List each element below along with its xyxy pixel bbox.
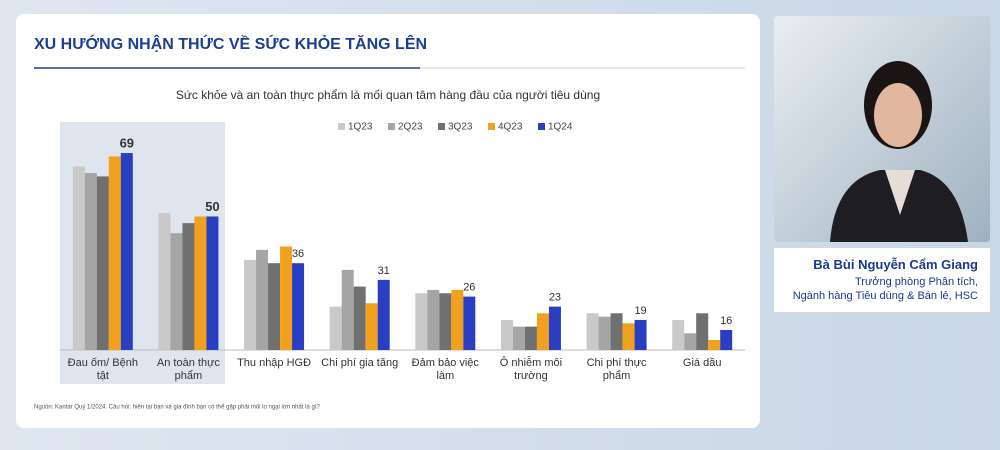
speaker-name: Bà Bùi Nguyễn Cẩm Giang: [813, 257, 978, 272]
value-label: 69: [120, 135, 134, 150]
legend-label: 4Q23: [498, 122, 523, 133]
bar: [512, 326, 525, 350]
bar: [634, 319, 647, 350]
bar: [610, 313, 623, 350]
bar: [684, 333, 697, 350]
x-tick-label: Đảm bảo việc làm: [411, 357, 479, 382]
legend-label: 2Q23: [398, 122, 423, 133]
bar: [353, 286, 366, 350]
value-label: 16: [720, 315, 732, 327]
bar: [524, 326, 537, 350]
bar: [206, 216, 219, 350]
speaker-blouse: [885, 170, 915, 215]
bar: [72, 166, 85, 350]
bar: [548, 306, 561, 350]
bar: [84, 173, 97, 350]
bar: [463, 296, 476, 350]
x-tick-label: An toàn thực phẩm: [156, 357, 220, 382]
bar: [696, 313, 709, 350]
legend-swatch: [438, 123, 445, 130]
bar: [451, 289, 464, 350]
bar: [439, 293, 452, 350]
bar: [244, 259, 257, 350]
legend-swatch: [538, 123, 545, 130]
value-label: 23: [549, 292, 561, 304]
value-label: 19: [634, 305, 646, 317]
speaker-role: Trưởng phòng Phân tích,: [854, 276, 978, 288]
bar: [108, 156, 121, 350]
speaker-role: Ngành hàng Tiêu dùng & Bán lẻ, HSC: [792, 290, 978, 302]
chart-subtitle: Sức khỏe và an toàn thực phẩm là mối qua…: [176, 88, 600, 102]
legend-swatch: [338, 123, 345, 130]
bar: [377, 279, 390, 350]
bar: [586, 313, 599, 350]
legend-swatch: [388, 123, 395, 130]
bar: [708, 339, 721, 350]
bar: [170, 233, 183, 350]
x-tick-label: Thu nhập HGĐ: [237, 357, 312, 369]
bar: [536, 313, 549, 350]
legend-label: 1Q24: [548, 122, 573, 133]
legend-label: 3Q23: [448, 122, 473, 133]
bar: [672, 319, 685, 350]
bar: [120, 153, 133, 350]
bar: [194, 216, 207, 350]
bar: [598, 316, 611, 350]
bar: [280, 246, 293, 350]
bar: [341, 269, 354, 350]
bar: [268, 263, 281, 350]
value-label: 26: [463, 281, 475, 293]
bar: [96, 176, 109, 350]
source-note: Nguồn: Kantar Quý 1/2024. Câu hỏi: hiện …: [34, 404, 320, 411]
x-tick-label: Chi phí gia tăng: [321, 357, 399, 369]
speaker-face: [874, 83, 922, 147]
speaker-card: Bà Bùi Nguyễn Cẩm Giang Trưởng phòng Phâ…: [774, 248, 990, 312]
bar: [158, 213, 171, 350]
legend-label: 1Q23: [348, 122, 373, 133]
x-tick-label: Ô nhiễm môi trường: [499, 357, 563, 382]
bar: [329, 306, 342, 350]
bar: [256, 249, 269, 350]
bar: [292, 263, 305, 350]
bar: [427, 289, 440, 350]
value-label: 36: [292, 248, 304, 260]
x-tick-label: Đau ốm/ Bệnh tật: [67, 357, 138, 382]
value-label: 50: [205, 199, 219, 214]
value-label: 31: [378, 265, 390, 277]
bar: [365, 303, 378, 350]
legend-swatch: [488, 123, 495, 130]
bar: [622, 323, 635, 350]
bar: [182, 223, 195, 350]
x-tick-label: Chi phí thực phẩm: [586, 357, 647, 382]
bar: [500, 319, 513, 350]
bar: [720, 329, 733, 350]
bar: [415, 293, 428, 350]
x-tick-label: Giá dầu: [682, 357, 722, 369]
slide-title: XU HƯỚNG NHẬN THỨC VỀ SỨC KHỎE TĂNG LÊN: [34, 34, 427, 53]
